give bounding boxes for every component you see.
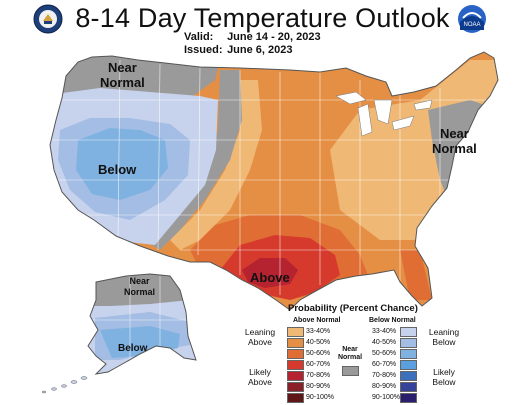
below-range-label: 40-50% (372, 339, 397, 346)
above-swatch (287, 338, 304, 348)
above-swatch (287, 349, 304, 359)
below-swatch (400, 393, 417, 403)
date-info: Valid: June 14 - 20, 2023 Issued: June 6… (184, 31, 321, 57)
below-west-label: Below (98, 162, 137, 177)
above-south-label: Above (250, 270, 290, 285)
above-range-label: 33-40% (306, 328, 331, 335)
above-range-label: 50-60% (306, 350, 331, 357)
above-range-label: 90-100% (306, 394, 335, 401)
below-ak-label: Below (118, 343, 148, 354)
legend-above-header: Above Normal (293, 317, 341, 324)
below-range-label: 50-60% (372, 350, 397, 357)
issued-label: Issued: (184, 44, 223, 56)
noaa-logo-icon: NOAA (457, 4, 487, 34)
near-normal-legend-label: Near Normal (337, 346, 363, 361)
above-swatch (287, 393, 304, 403)
below-range-label: 60-70% (372, 361, 397, 368)
valid-label: Valid: (184, 31, 214, 43)
likely-below-label: Likely Below (432, 367, 456, 387)
below-swatch (400, 338, 417, 348)
page-title: 8-14 Day Temperature Outlook (75, 3, 450, 33)
leaning-above-label: Leaning Above (244, 327, 276, 347)
above-range-label: 40-50% (306, 339, 331, 346)
above-range-label: 80-90% (306, 383, 331, 390)
below-range-label: 80-90% (372, 383, 397, 390)
near-normal-nw-label: Near Normal (100, 60, 145, 90)
below-range-label: 90-100% (372, 394, 401, 401)
legend-below-header: Below Normal (369, 317, 416, 324)
above-swatch (287, 327, 304, 337)
above-swatch (287, 382, 304, 392)
doc-seal-icon (33, 4, 63, 34)
above-swatch (287, 371, 304, 381)
near-normal-ak-label: Near Normal (124, 276, 156, 297)
near-normal-ne-label: Near Normal (432, 126, 477, 156)
below-swatch (400, 349, 417, 359)
below-swatch (400, 327, 417, 337)
above-range-label: 70-80% (306, 372, 331, 379)
near-normal-swatch (342, 366, 359, 376)
below-range-label: 70-80% (372, 372, 397, 379)
below-swatch (400, 360, 417, 370)
below-swatch (400, 382, 417, 392)
valid-value: June 14 - 20, 2023 (227, 31, 321, 43)
noaa-logo-text: NOAA (463, 22, 480, 28)
legend-title: Probability (Percent Chance) (288, 303, 418, 314)
above-range-label: 60-70% (306, 361, 331, 368)
issued-value: June 6, 2023 (227, 44, 293, 56)
likely-above-label: Likely Above (247, 367, 273, 387)
above-swatch (287, 360, 304, 370)
leaning-below-label: Leaning Below (428, 327, 460, 347)
below-swatch (400, 371, 417, 381)
below-range-label: 33-40% (372, 328, 397, 335)
